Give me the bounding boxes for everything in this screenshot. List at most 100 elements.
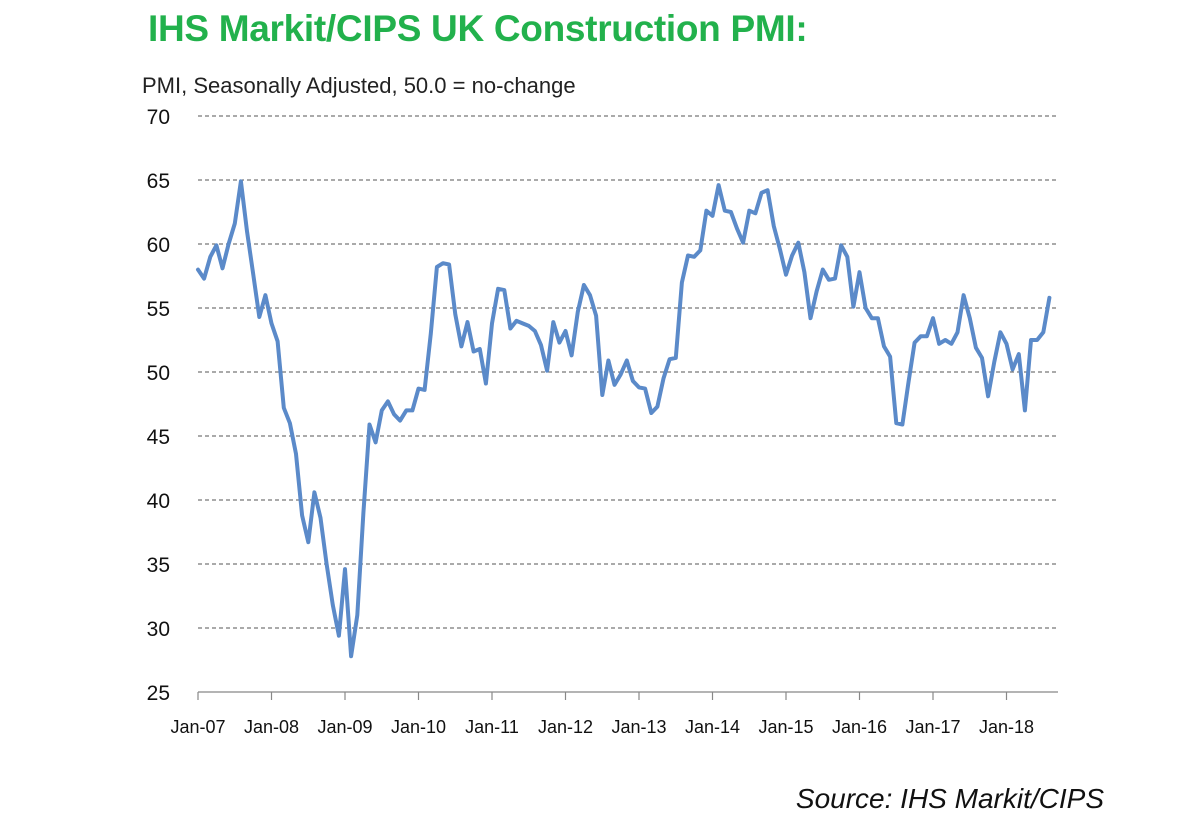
data-point: [919, 334, 923, 338]
data-point: [435, 265, 439, 269]
data-point: [1017, 352, 1021, 356]
data-point: [747, 209, 751, 213]
data-point: [233, 221, 237, 226]
data-point: [416, 387, 421, 391]
data-point: [502, 288, 506, 292]
data-point: [478, 347, 482, 351]
data-point: [576, 310, 580, 314]
data-point: [778, 247, 782, 251]
x-tick-label: Jan-16: [832, 717, 887, 737]
data-point: [551, 320, 555, 324]
data-point: [680, 280, 684, 284]
data-point: [521, 321, 525, 325]
data-point: [227, 242, 231, 246]
data-point: [1047, 296, 1051, 300]
data-point: [698, 248, 702, 252]
data-point: [380, 408, 384, 412]
data-point: [851, 305, 856, 309]
data-point: [331, 603, 335, 607]
data-point: [312, 490, 316, 494]
x-tick-label: Jan-10: [391, 717, 446, 737]
data-point: [496, 287, 500, 291]
data-point: [1035, 338, 1039, 342]
chart-title: IHS Markit/CIPS UK Construction PMI:: [148, 8, 808, 49]
data-point: [808, 316, 813, 320]
data-point: [992, 360, 996, 364]
data-point: [349, 654, 353, 658]
x-tick-label: Jan-07: [170, 717, 225, 737]
data-point: [906, 380, 911, 384]
data-point: [631, 379, 635, 383]
data-point: [729, 210, 733, 214]
data-point: [655, 405, 660, 409]
data-point: [888, 355, 892, 359]
data-point: [472, 349, 476, 354]
y-tick-label: 55: [147, 298, 170, 321]
data-point: [404, 408, 408, 412]
data-point: [864, 306, 868, 310]
data-point: [619, 373, 623, 377]
data-point: [857, 270, 862, 274]
data-point: [367, 422, 372, 427]
data-point: [570, 353, 574, 357]
data-point: [1041, 330, 1045, 334]
data-point: [894, 421, 898, 425]
data-point: [876, 316, 880, 320]
data-point: [282, 406, 286, 410]
data-point: [704, 209, 709, 213]
x-tick-label: Jan-14: [685, 717, 740, 737]
data-point: [539, 343, 543, 347]
y-tick-label: 50: [147, 362, 170, 385]
data-point: [839, 243, 843, 247]
data-point: [937, 342, 941, 346]
data-point: [239, 179, 243, 183]
data-point: [582, 283, 586, 287]
data-point: [269, 321, 274, 325]
data-point: [968, 316, 972, 320]
data-point: [943, 338, 947, 342]
series-line-0: [196, 179, 1052, 659]
data-point: [962, 293, 966, 297]
data-point: [612, 383, 617, 387]
series-layer: [196, 179, 1052, 659]
data-point: [453, 312, 457, 316]
source-note: Source: IHS Markit/CIPS: [795, 783, 1104, 814]
x-tick-label: Jan-09: [317, 717, 372, 737]
data-point: [980, 356, 984, 360]
data-point: [594, 314, 598, 318]
data-point: [986, 394, 990, 398]
axes: [197, 691, 1058, 700]
data-point: [398, 419, 402, 423]
data-point: [263, 293, 267, 297]
data-point: [410, 408, 414, 412]
data-point: [508, 326, 512, 331]
data-point: [717, 183, 721, 187]
data-point: [429, 332, 433, 336]
y-tick-label: 45: [147, 426, 170, 449]
data-point: [257, 315, 261, 319]
data-point: [796, 241, 800, 245]
data-point: [661, 376, 666, 380]
data-point: [355, 613, 359, 617]
data-point: [870, 316, 874, 320]
data-point: [882, 344, 886, 348]
data-point: [802, 270, 807, 274]
data-point: [465, 320, 470, 324]
data-point: [998, 330, 1003, 334]
data-point: [692, 255, 696, 259]
data-point: [710, 214, 715, 218]
data-point: [337, 634, 341, 638]
data-point: [925, 334, 929, 338]
data-point: [386, 399, 390, 403]
data-point: [527, 324, 531, 328]
x-tick-label: Jan-17: [905, 717, 960, 737]
data-point: [625, 358, 629, 363]
data-point: [1004, 342, 1009, 346]
data-point: [637, 385, 641, 389]
data-point: [723, 209, 727, 213]
data-point: [833, 277, 837, 281]
data-point: [306, 540, 310, 544]
data-point: [821, 268, 825, 272]
data-point: [196, 268, 200, 272]
